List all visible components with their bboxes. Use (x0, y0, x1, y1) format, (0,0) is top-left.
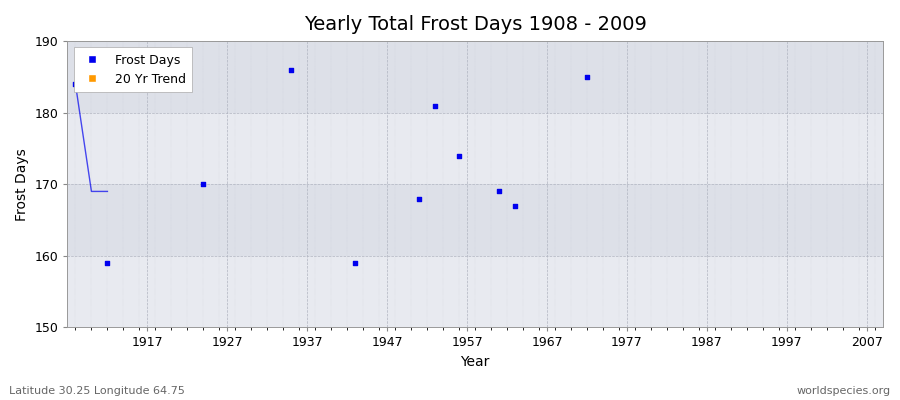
X-axis label: Year: Year (461, 355, 490, 369)
Y-axis label: Frost Days: Frost Days (15, 148, 29, 221)
Bar (68, 184, 883, 256)
Point (100, 260, 114, 266)
Title: Yearly Total Frost Days 1908 - 2009: Yearly Total Frost Days 1908 - 2009 (303, 15, 646, 34)
Point (492, 188, 507, 195)
Point (580, 74, 594, 80)
Bar (68, 41, 883, 113)
Text: Latitude 30.25 Longitude 64.75: Latitude 30.25 Longitude 64.75 (9, 386, 184, 396)
Point (284, 66, 299, 73)
Bar (68, 113, 883, 184)
Point (428, 102, 442, 109)
Point (68, 81, 83, 87)
Point (196, 181, 211, 188)
Legend: Frost Days, 20 Yr Trend: Frost Days, 20 Yr Trend (74, 47, 193, 92)
Text: worldspecies.org: worldspecies.org (796, 386, 891, 396)
Point (452, 152, 466, 159)
Point (508, 202, 522, 209)
Bar (68, 256, 883, 328)
Point (348, 260, 363, 266)
Point (412, 195, 427, 202)
